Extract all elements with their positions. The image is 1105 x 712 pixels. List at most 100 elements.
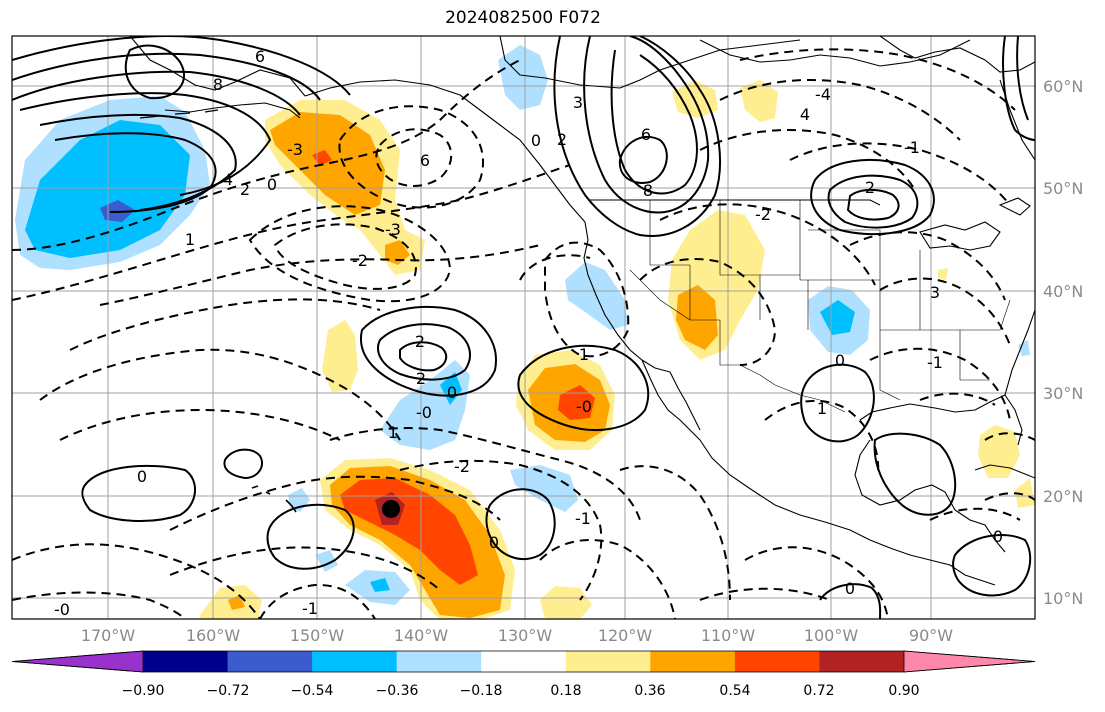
contour-dashed — [12, 543, 261, 619]
contour-dashed — [12, 164, 571, 301]
contour-solid — [12, 70, 301, 116]
contour-dashed — [12, 591, 186, 619]
contour-dashed — [764, 399, 880, 476]
contour-dashed — [639, 258, 777, 366]
positive-anomaly-region — [938, 268, 948, 280]
contour-dashed — [39, 348, 401, 441]
lon-label: 90°W — [908, 626, 954, 645]
contour-label: 2 — [865, 178, 875, 197]
contour-label: -2 — [454, 457, 470, 476]
positive-anomaly-region — [322, 320, 358, 392]
positive-anomaly-region — [385, 240, 410, 265]
contour-solid — [81, 464, 196, 523]
contour-dashed — [59, 408, 341, 441]
lon-label: 150°W — [289, 626, 345, 645]
contour-dashed — [789, 142, 1011, 206]
contour-solid — [1016, 36, 1029, 121]
contour-label: 1 — [579, 345, 589, 364]
colorbar-swatch — [143, 651, 229, 672]
colorbar-tick-label: −0.36 — [375, 683, 419, 699]
contour-solid — [618, 135, 668, 184]
contour-solid — [39, 113, 237, 211]
colorbar-swatch — [227, 651, 313, 672]
contour-dashed — [248, 205, 452, 303]
lon-label: 140°W — [393, 626, 449, 645]
contour-label: 0 — [845, 579, 855, 598]
contour-solid — [12, 52, 321, 101]
lon-label: 120°W — [597, 626, 653, 645]
positive-anomaly-region — [540, 586, 592, 619]
contour-label: -4 — [815, 85, 831, 104]
positive-anomaly-region — [668, 210, 765, 360]
contour-label: 0 — [531, 131, 541, 150]
graticule — [12, 36, 1035, 619]
contour-label: -0 — [54, 600, 70, 619]
contour-label: 6 — [255, 47, 265, 66]
positive-anomaly-region — [558, 385, 595, 420]
contour-dashed — [699, 129, 916, 191]
contour-dashed — [739, 48, 1016, 111]
colorbar-swatch — [734, 651, 820, 672]
contour-label: -1 — [302, 599, 318, 618]
contour-solid — [610, 49, 698, 195]
contour-label: 3 — [930, 283, 940, 302]
positive-anomaly-region — [676, 285, 718, 350]
lat-label: 40°N — [1043, 282, 1084, 301]
contour-label: 3 — [573, 93, 583, 112]
colorbar-extend-low — [11, 650, 144, 673]
colorbar-swatch — [396, 651, 482, 672]
negative-anomaly-region — [1018, 340, 1030, 356]
contour-label: 2 — [416, 369, 426, 388]
contour-dashed — [699, 587, 831, 601]
colorbar-swatch — [650, 651, 736, 672]
colorbar-swatch — [481, 651, 567, 672]
contour-label: 1 — [388, 423, 398, 442]
contour-solid — [124, 44, 186, 100]
colorbar-tick-label: 0.36 — [634, 683, 666, 699]
contour-dashed — [879, 277, 1011, 346]
contour-label-layer: 6 8 4 2 0 -3 6 -3 -2 1 3 6 8 2 0 -2 -4 4… — [54, 47, 1003, 619]
contour-dashed — [329, 427, 641, 521]
contour-label: -0 — [416, 403, 432, 422]
contour-label: 2 — [557, 130, 567, 149]
colorbar-extend-high — [903, 650, 1036, 673]
contour-solid — [800, 363, 875, 443]
contour-label: 0 — [267, 175, 277, 194]
positive-anomaly-region — [978, 425, 1020, 478]
contour-solid — [873, 432, 957, 516]
contour-label: 0 — [993, 527, 1003, 546]
contour-label: -3 — [385, 220, 401, 239]
lat-label: 30°N — [1043, 384, 1084, 403]
colorbar-tick-label: 0.72 — [803, 683, 835, 699]
contour-solid — [19, 92, 272, 196]
contour-lines — [12, 36, 1035, 619]
contour-dashed — [929, 507, 1021, 521]
colorbar-tick-label: −0.54 — [290, 683, 334, 699]
contour-label: -1 — [927, 353, 943, 372]
contour-label: 4 — [800, 105, 810, 124]
contour-label: 8 — [643, 181, 653, 200]
contour-solid — [54, 132, 217, 213]
contour-label: 0 — [447, 383, 457, 402]
map-title: 2024082500 F072 — [445, 8, 601, 28]
contour-dashed — [849, 231, 1006, 301]
contour-solid — [12, 36, 351, 96]
positive-anomaly-region — [740, 80, 778, 122]
contour-label: -1 — [904, 138, 920, 157]
positive-anomaly-region — [228, 595, 245, 610]
lon-label: 170°W — [80, 626, 136, 645]
colorbar-swatch — [565, 651, 651, 672]
colorbar-frame — [11, 650, 1036, 673]
lon-label: 100°W — [803, 626, 859, 645]
lat-label: 60°N — [1043, 77, 1084, 96]
contour-label: -2 — [352, 251, 368, 270]
contour-dashed — [619, 465, 731, 601]
contour-label: 4 — [223, 170, 233, 189]
colorbar-swatch — [819, 651, 905, 672]
contour-dashed — [259, 583, 376, 619]
colorbar-tick-label: −0.18 — [459, 683, 503, 699]
contour-dashed — [659, 203, 876, 286]
contour-dashed — [544, 241, 630, 358]
lat-label: 20°N — [1043, 487, 1084, 506]
contour-dashed — [919, 392, 996, 406]
